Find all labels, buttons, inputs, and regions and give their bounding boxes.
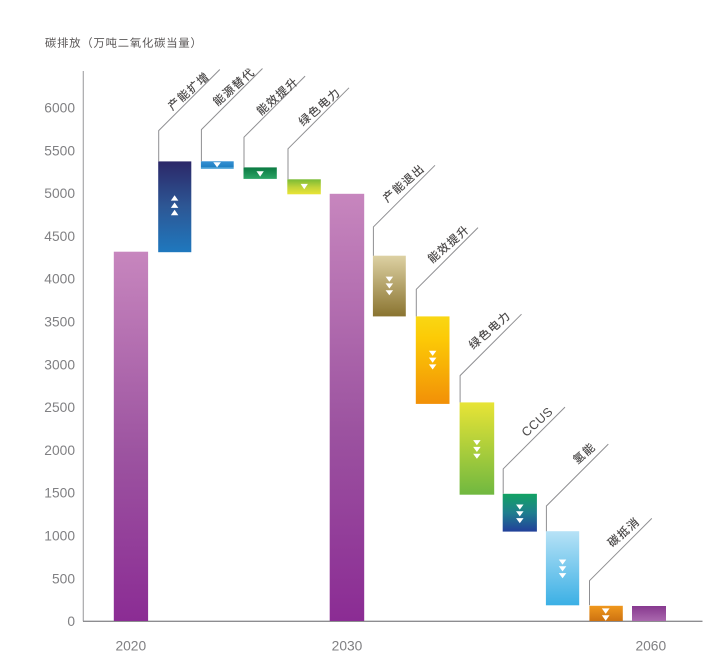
svg-text:500: 500 [52, 571, 75, 586]
svg-text:2060: 2060 [635, 639, 666, 654]
svg-text:5500: 5500 [44, 143, 75, 158]
svg-text:0: 0 [67, 614, 75, 629]
svg-text:1500: 1500 [44, 486, 75, 501]
svg-text:2000: 2000 [44, 443, 75, 458]
svg-text:6000: 6000 [44, 101, 75, 116]
svg-text:2020: 2020 [115, 639, 146, 654]
svg-text:3000: 3000 [44, 357, 75, 372]
svg-text:2030: 2030 [332, 639, 363, 654]
svg-text:5000: 5000 [44, 186, 75, 201]
svg-text:2500: 2500 [44, 400, 75, 415]
svg-text:4500: 4500 [44, 229, 75, 244]
svg-text:1000: 1000 [44, 529, 75, 544]
svg-text:4000: 4000 [44, 272, 75, 287]
svg-text:3500: 3500 [44, 315, 75, 330]
